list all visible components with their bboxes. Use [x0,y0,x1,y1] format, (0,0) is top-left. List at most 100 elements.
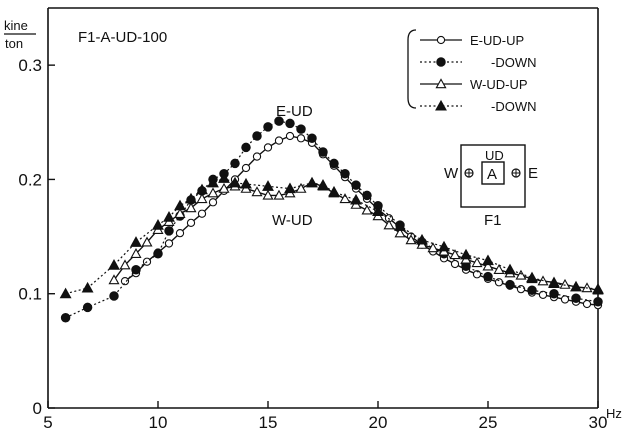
data-point [427,242,439,253]
data-point [141,236,153,247]
data-point [262,180,274,191]
data-point [460,248,472,260]
series-3 [59,172,604,299]
data-point [526,271,538,283]
data-point [131,264,141,275]
data-point [328,185,340,197]
legend-marker [435,78,447,89]
data-point [549,288,559,299]
data-point [493,263,505,274]
chart-title: F1-A-UD-100 [78,29,167,46]
series-layer [59,116,604,323]
data-point [207,187,219,198]
y-unit-denominator: ton [5,36,23,51]
x-tick-label: 25 [479,413,498,429]
data-point [207,176,219,188]
data-point [306,176,318,188]
data-point [175,228,185,238]
data-point [130,247,142,258]
y-unit-label: kine ton [4,18,36,51]
x-tick-label: 30 [589,413,608,429]
data-point [438,240,450,252]
inset-right-sensor-icon [511,168,521,178]
data-point [559,278,571,289]
legend-marker [436,57,446,67]
series-1 [60,116,603,323]
inset-center-box [481,161,505,185]
data-point [570,280,582,292]
data-point [251,186,263,197]
data-point [296,124,306,134]
x-tick-label: 20 [369,413,388,429]
legend-label: -DOWN [491,55,537,70]
data-point [108,259,120,270]
inset-top-label: UD [485,148,504,163]
y-tick-label: 0.3 [18,56,42,75]
data-point [109,291,119,301]
data-point [394,227,406,238]
data-point [273,189,285,200]
data-point [163,211,175,222]
data-point [351,180,361,190]
inset-bottom-label: F1 [484,212,502,229]
data-point [59,287,72,299]
data-point [174,207,186,218]
inset-left-sensor-icon [464,168,474,178]
data-point [350,193,362,205]
data-point [582,299,592,309]
inset-left-label: W [444,165,459,182]
data-point [538,290,548,300]
data-point [263,122,273,132]
data-point [527,285,537,296]
y-unit-numerator: kine [4,18,28,33]
data-point [241,142,251,153]
data-point [450,259,460,269]
data-point [571,293,581,304]
data-point [362,190,372,201]
data-point [108,274,120,285]
legend-label: -DOWN [491,99,537,114]
legend-label: E-UD-UP [470,33,524,48]
data-point [383,219,395,230]
data-point [241,163,251,173]
data-point [372,205,384,216]
data-point [329,158,339,169]
data-point [164,226,174,236]
y-tick-label: 0.2 [18,170,42,189]
data-point [504,263,516,275]
data-point [81,281,94,293]
data-point [548,277,560,288]
data-point [394,220,406,231]
legend-marker [436,35,446,45]
annotation-e-ud: E-UD [276,103,313,120]
data-point [186,218,196,228]
data-point [60,312,71,323]
data-point [483,271,493,282]
series-line [124,135,599,306]
data-point [307,133,317,144]
legend-bracket [407,29,417,109]
data-point [515,269,527,280]
data-point [263,143,273,152]
annotation-w-ud: W-UD [272,212,313,229]
data-point [482,254,494,266]
x-tick-label: 5 [43,413,52,429]
data-point [284,182,296,194]
sensor-inset: UD A W E F1 [444,144,538,229]
data-point [218,182,230,193]
data-point [449,249,461,260]
x-ticks: 5 10 15 20 25 30 [43,401,607,429]
data-point [295,182,307,193]
data-point [185,192,197,204]
data-point [482,260,494,271]
data-point [361,204,373,215]
data-point [208,198,218,207]
data-point [120,276,130,286]
data-point [218,172,230,183]
data-point [296,134,306,143]
x-tick-label: 10 [149,413,168,429]
data-point [405,234,417,245]
data-point [471,257,483,268]
data-point [318,147,328,157]
data-point [494,278,504,287]
